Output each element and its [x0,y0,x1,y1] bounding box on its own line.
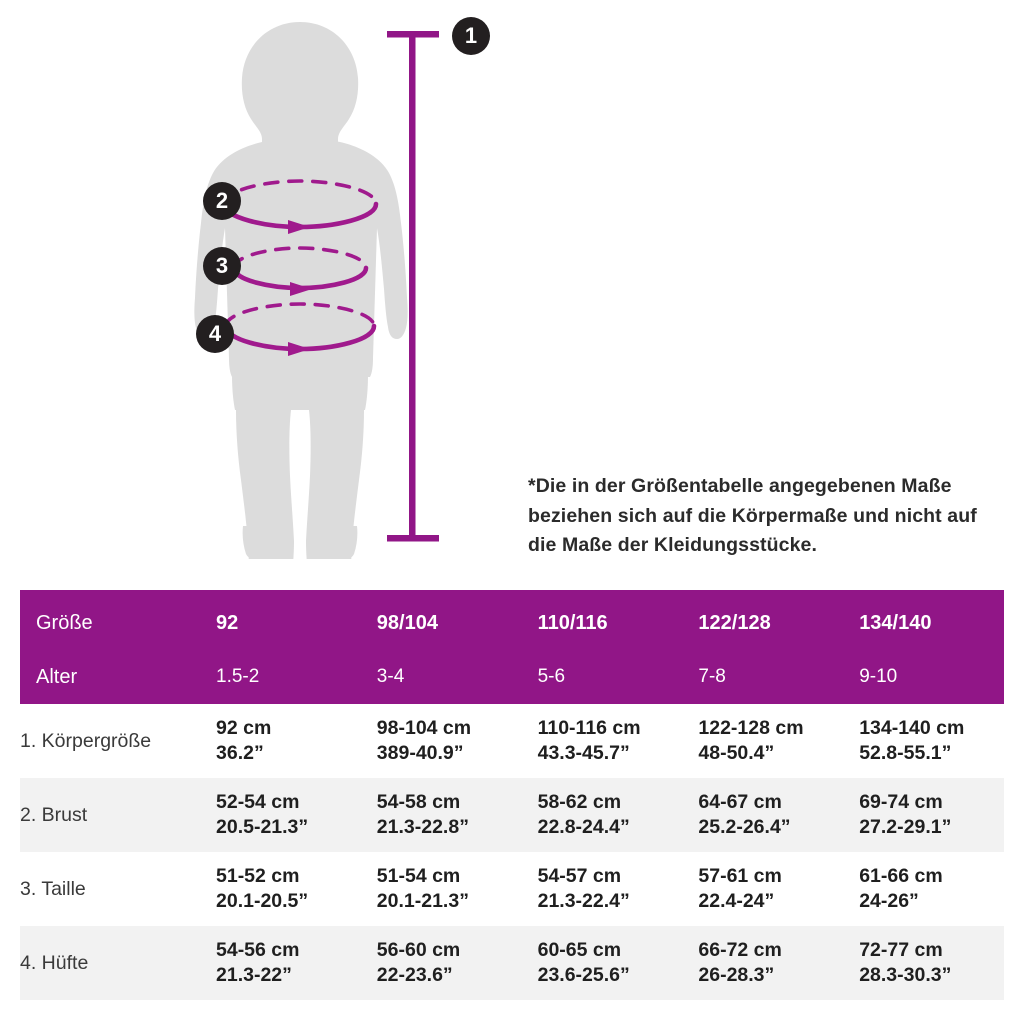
header-age-label-cell: Alter [20,650,200,704]
badge-4-label: 4 [208,321,222,346]
header-age-cell-2: 5-6 [521,650,683,704]
height-measure-bar-icon [387,31,439,542]
measurement-illustration: 1 2 3 4 [194,17,490,559]
child-body-silhouette-icon [194,22,408,559]
measurement-cell-0-2: 110-116 cm 43.3-45.7” [537,717,641,764]
measurement-cell-2-1: 51-54 cm 20.1-21.3” [376,865,469,912]
table-row: 3. Taille 51-52 cm 20.1-20.5” 51-54 cm 20.1-… [20,852,1004,926]
waist-measure-loop-icon [231,246,369,296]
measurement-cell-0-0: 92 cm 36.2” [216,717,272,764]
measurement-cell-1-1: 54-58 cm 21.3-22.8” [360,778,522,852]
size-chart-table: Größe 92 98/104 110/116 122/128 134/140 Alter 1… [20,590,1004,1000]
measurement-footnote: *Die in der Größentabelle angegebenen Ma… [528,475,977,557]
hip-measure-loop-icon [223,302,377,356]
header-age-cell-4: 9-10 [843,650,1004,704]
row-label-0: 1. Körpergröße [20,729,152,752]
table-header-size-row: Größe 92 98/104 110/116 122/128 134/140 [20,590,1004,650]
measurement-cell-3-0: 54-56 cm 21.3-22” [200,926,361,1000]
measurement-cell-3-4: 72-77 cm 28.3-30.3” [843,926,1004,1000]
measurement-cell-1-2: 58-62 cm 22.8-24.4” [521,778,683,852]
measurement-cell-3-1: 56-60 cm 22-23.6” [360,926,522,1000]
header-size-cell-0: 92 [200,590,361,650]
measurement-cell-3-2: 60-65 cm 23.6-25.6” [521,926,683,1000]
measurement-cell-1-0: 52-54 cm 20.5-21.3” [200,778,361,852]
header-age-cell-3: 7-8 [682,650,844,704]
badge-1-label: 1 [464,23,478,48]
measurement-cell-1-4: 69-74 cm 27.2-29.1” [843,778,1004,852]
measurement-cell-2-2: 54-57 cm 21.3-22.4” [537,865,630,912]
measurement-cell-2-3: 57-61 cm 22.4-24” [698,865,782,912]
header-size-cell-2: 110/116 [521,590,683,650]
table-row: 1. Körpergröße 92 cm 36.2” 98-104 cm 389-40.… [20,704,1004,778]
row-label-3: 4. Hüfte [20,926,200,1000]
measurement-cell-3-3: 66-72 cm 26-28.3” [682,926,844,1000]
badge-4-hip: 4 [196,315,234,353]
measurement-cell-2-4: 61-66 cm 24-26” [859,865,943,912]
measurement-cell-2-0: 51-52 cm 20.1-20.5” [216,865,309,912]
badge-1-height: 1 [452,17,490,55]
measurement-cell-0-4: 134-140 cm 52.8-55.1” [859,717,965,764]
header-size-cell-1: 98/104 [360,590,522,650]
row-label-1: 2. Brust [20,778,200,852]
row-label-2: 3. Taille [20,877,86,900]
badge-3-waist: 3 [203,247,241,285]
measurement-cell-0-3: 122-128 cm 48-50.4” [698,717,804,764]
table-row: 4. Hüfte 54-56 cm 21.3-22” 56-60 cm 22-23.6”… [20,926,1004,1000]
table-row: 2. Brust 52-54 cm 20.5-21.3” 54-58 cm 21.3-2… [20,778,1004,852]
header-size-cell-3: 122/128 [682,590,844,650]
badge-2-label: 2 [215,188,229,213]
badge-3-label: 3 [215,253,229,278]
header-size-label-cell: Größe [20,590,200,650]
header-age-cell-0: 1.5-2 [200,650,361,704]
header-size-cell-4: 134/140 [843,590,1004,650]
measurement-cell-0-1: 98-104 cm 389-40.9” [376,717,472,764]
header-age-cell-1: 3-4 [360,650,522,704]
badge-2-chest: 2 [203,182,241,220]
table-header-age-row: Alter 1.5-2 3-4 5-6 7-8 9-10 [20,650,1004,704]
measurement-cell-1-3: 64-67 cm 25.2-26.4” [682,778,844,852]
